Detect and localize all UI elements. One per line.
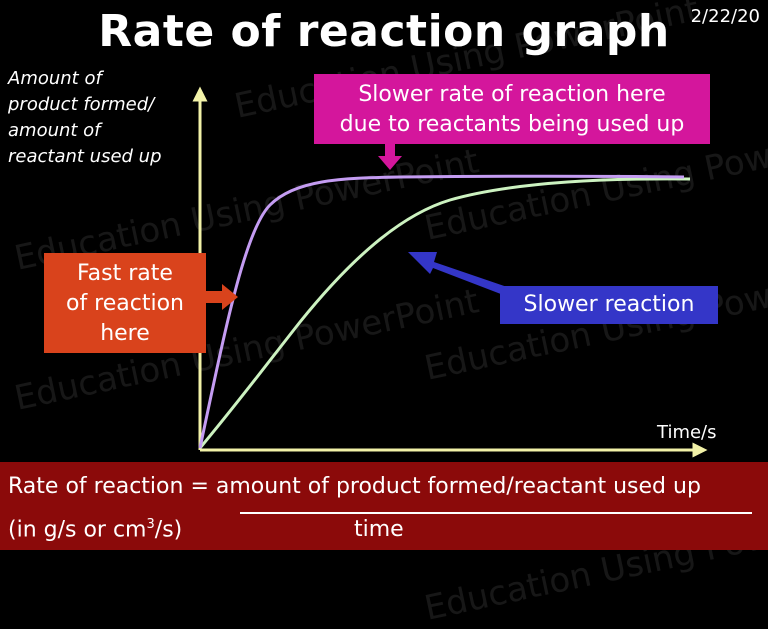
- slow-reaction-curve: [198, 177, 691, 449]
- y-axis-label-line: product formed/: [8, 94, 155, 115]
- y-axis-label-line: amount of: [8, 120, 101, 141]
- fast-rate-callout: Fast rate of reaction here: [44, 253, 206, 353]
- y-axis-label-line: Amount of: [8, 68, 102, 89]
- formula-units: (in g/s or cm3/s): [8, 517, 182, 542]
- top-callout-arrow-stem: [385, 140, 395, 158]
- callout-line: here: [100, 321, 150, 346]
- formula-denominator: time: [354, 517, 404, 542]
- y-axis-label: Amount of product formed/ amount of reac…: [8, 66, 162, 170]
- fast-callout-arrow-head: [222, 284, 238, 310]
- top-callout-arrow-head: [378, 156, 402, 170]
- formula-bar: Rate of reaction = amount of product for…: [0, 462, 768, 550]
- fast-callout-arrow-stem: [204, 291, 224, 303]
- callout-line: of reaction: [65, 291, 184, 316]
- slide-date: 2/22/20: [690, 6, 760, 27]
- slower-rate-callout: Slower rate of reaction here due to reac…: [314, 74, 710, 144]
- formula-numerator: Rate of reaction = amount of product for…: [8, 474, 701, 499]
- slower-reaction-callout: Slower reaction: [500, 286, 718, 324]
- formula-units-suffix: /s): [154, 517, 183, 543]
- y-axis-label-line: reactant used up: [8, 146, 162, 167]
- fast-reaction-curve: [198, 174, 685, 449]
- callout-line: Slower rate of reaction here: [358, 82, 666, 107]
- formula-units-superscript: 3: [146, 517, 155, 532]
- slow-callout-arrow: [408, 252, 510, 296]
- callout-line: Fast rate: [77, 261, 173, 286]
- graph-diagram: [192, 86, 708, 458]
- formula-divider: [240, 512, 752, 514]
- callout-line: due to reactants being used up: [339, 112, 685, 137]
- page-title: Rate of reaction graph: [98, 6, 670, 57]
- formula-units-prefix: (in g/s or cm: [8, 517, 147, 543]
- x-axis-label: Time/s: [657, 422, 717, 443]
